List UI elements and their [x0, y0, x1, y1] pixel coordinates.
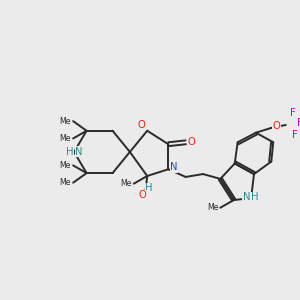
Text: H: H: [146, 184, 153, 194]
Text: O: O: [139, 190, 146, 200]
Text: H: H: [65, 147, 73, 157]
Text: O: O: [138, 120, 145, 130]
Text: N: N: [75, 147, 82, 157]
Text: Me: Me: [60, 134, 71, 143]
Text: H: H: [251, 192, 259, 202]
Text: Me: Me: [60, 178, 71, 187]
Text: F: F: [297, 118, 300, 128]
Text: Me: Me: [60, 117, 71, 126]
Text: O: O: [188, 137, 195, 147]
Text: F: F: [292, 130, 298, 140]
Text: N: N: [243, 192, 250, 202]
Text: N: N: [170, 162, 178, 172]
Text: Me: Me: [120, 179, 132, 188]
Text: Me: Me: [60, 161, 71, 170]
Text: O: O: [272, 121, 280, 131]
Text: F: F: [290, 108, 296, 118]
Text: Me: Me: [207, 203, 218, 212]
